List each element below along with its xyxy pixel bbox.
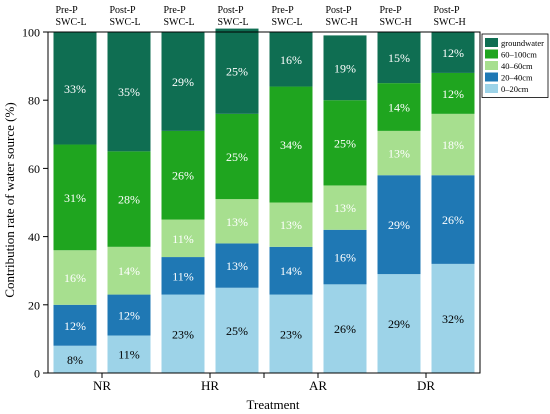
value-label-40-60cm-3: 11% (172, 232, 194, 246)
legend: groundwater 60–100cm40–60cm 20–40cm0–20cm (482, 34, 548, 98)
value-label-0-20cm-3: 23% (172, 327, 194, 341)
value-label-groundwater-4: 25% (226, 65, 248, 79)
legend-swatch-40-60cm (485, 61, 498, 70)
value-label-20-40cm-2: 12% (118, 309, 140, 323)
value-label-0-20cm-4: 25% (226, 324, 248, 338)
value-label-40-60cm-1: 16% (64, 271, 86, 285)
x-group-label-DR: DR (417, 378, 435, 393)
bar-label-1-line-2: SWC-L (56, 17, 87, 28)
value-label-40-60cm-5: 13% (280, 218, 302, 232)
legend-label-20-40cm: 20–40cm (501, 73, 533, 83)
bar-label-1-line-1: Pre-P (56, 5, 79, 16)
bar-label-2-line-1: Post-P (110, 5, 137, 16)
value-label-20-40cm-7: 29% (388, 218, 410, 232)
value-label-20-40cm-3: 11% (172, 269, 194, 283)
legend-label-0-20cm: 0–20cm (501, 84, 529, 94)
bar-label-4-line-1: Post-P (218, 5, 245, 16)
value-label-0-20cm-8: 32% (442, 312, 464, 326)
value-label-groundwater-2: 35% (118, 85, 140, 99)
value-label-20-40cm-8: 26% (442, 213, 464, 227)
bar-label-6-line-2: SWC-H (326, 17, 358, 28)
value-label-60-100cm-7: 14% (388, 101, 410, 115)
bar-label-3-line-1: Pre-P (164, 5, 187, 16)
legend-swatch-groundwater (485, 38, 498, 47)
value-label-0-20cm-7: 29% (388, 317, 410, 331)
value-label-60-100cm-6: 25% (334, 136, 356, 150)
bar-label-8-line-1: Post-P (434, 5, 461, 16)
bars-layer (54, 29, 475, 373)
legend-label-60-100cm: 60–100cm (501, 50, 537, 60)
value-label-0-20cm-6: 26% (334, 322, 356, 336)
y-tick-label-40: 40 (28, 230, 40, 244)
legend-swatch-60-100cm (485, 50, 498, 59)
y-tick-label-0: 0 (34, 367, 40, 381)
bar-label-8-line-2: SWC-H (434, 17, 466, 28)
bar-label-6-line-1: Post-P (326, 5, 353, 16)
value-label-60-100cm-2: 28% (118, 193, 140, 207)
value-label-60-100cm-3: 26% (172, 169, 194, 183)
value-label-60-100cm-4: 25% (226, 150, 248, 164)
bar-label-5-line-2: SWC-L (272, 17, 303, 28)
legend-label-groundwater: groundwater (501, 38, 544, 48)
bar-label-3-line-2: SWC-L (164, 17, 195, 28)
value-label-40-60cm-4: 13% (226, 215, 248, 229)
value-label-60-100cm-1: 31% (64, 191, 86, 205)
value-label-40-60cm-2: 14% (118, 264, 140, 278)
bar-labels-layer: Pre-PSWC-LPost-PSWC-LPre-PSWC-LPost-PSWC… (56, 5, 466, 28)
bar-label-5-line-1: Pre-P (272, 5, 295, 16)
value-label-groundwater-1: 33% (64, 82, 86, 96)
x-group-label-NR: NR (93, 378, 111, 393)
y-tick-label-100: 100 (22, 26, 40, 40)
value-label-20-40cm-5: 14% (280, 264, 302, 278)
value-label-0-20cm-1: 8% (67, 353, 83, 367)
y-tick-label-20: 20 (28, 298, 40, 312)
y-axis-ticks: 0 20 40 60 80 100 (22, 26, 48, 381)
bar-label-7-line-1: Pre-P (380, 5, 403, 16)
value-label-40-60cm-8: 18% (442, 138, 464, 152)
value-label-groundwater-8: 12% (442, 46, 464, 60)
value-label-groundwater-3: 29% (172, 75, 194, 89)
bar-label-4-line-2: SWC-L (218, 17, 249, 28)
legend-label-40-60cm: 40–60cm (501, 61, 533, 71)
x-axis-label: Treatment (247, 397, 300, 412)
value-label-groundwater-7: 15% (388, 51, 410, 65)
value-label-20-40cm-1: 12% (64, 319, 86, 333)
value-label-40-60cm-7: 13% (388, 147, 410, 161)
value-label-0-20cm-5: 23% (280, 327, 302, 341)
value-label-groundwater-5: 16% (280, 53, 302, 67)
x-group-label-HR: HR (201, 378, 219, 393)
legend-swatch-20-40cm (485, 73, 498, 82)
value-label-20-40cm-6: 16% (334, 251, 356, 265)
value-label-0-20cm-2: 11% (118, 348, 140, 362)
value-label-60-100cm-5: 34% (280, 138, 302, 152)
value-label-groundwater-6: 19% (334, 61, 356, 75)
y-tick-label-80: 80 (28, 94, 40, 108)
value-label-60-100cm-8: 12% (442, 87, 464, 101)
bar-label-2-line-2: SWC-L (110, 17, 141, 28)
value-label-40-60cm-6: 13% (334, 201, 356, 215)
bar-label-7-line-2: SWC-H (380, 17, 412, 28)
y-axis-label: Contribution rate of water source (%) (2, 102, 17, 297)
y-tick-label-60: 60 (28, 162, 40, 176)
legend-swatch-0-20cm (485, 84, 498, 93)
value-label-20-40cm-4: 13% (226, 259, 248, 273)
x-group-label-AR: AR (309, 378, 327, 393)
